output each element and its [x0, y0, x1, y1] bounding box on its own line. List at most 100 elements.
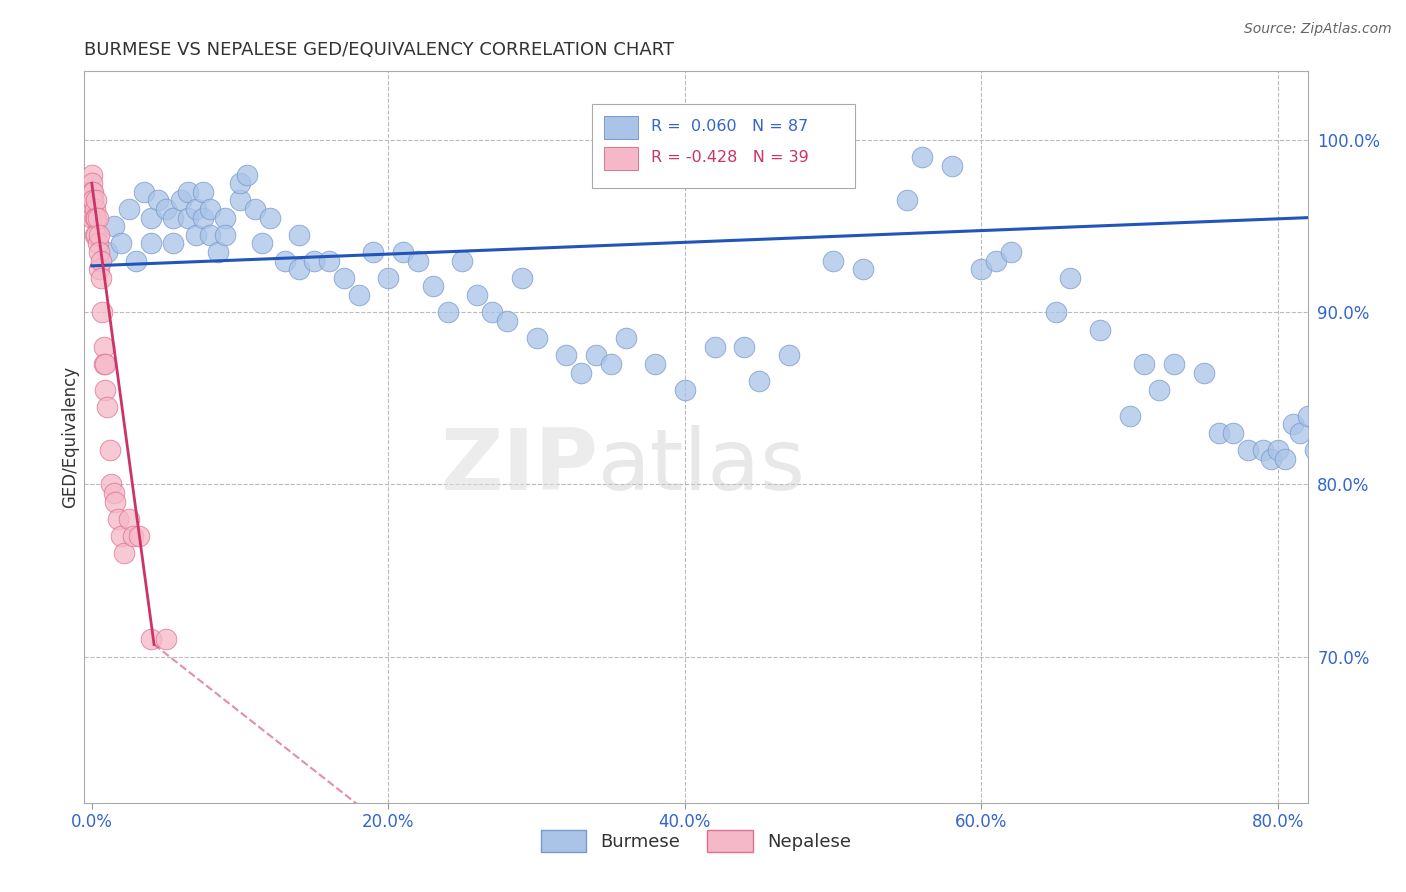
- Point: [132, 185, 155, 199]
- Point: [363, 245, 385, 260]
- Point: [941, 159, 963, 173]
- Point: [118, 202, 141, 216]
- Point: [84, 211, 107, 225]
- Point: [599, 357, 621, 371]
- Point: [302, 253, 325, 268]
- Point: [911, 150, 934, 164]
- Point: [1000, 245, 1022, 260]
- Point: [94, 357, 117, 371]
- Point: [110, 236, 132, 251]
- Point: [139, 632, 162, 647]
- Point: [207, 245, 229, 260]
- Point: [333, 271, 356, 285]
- Point: [170, 194, 193, 208]
- Point: [80, 202, 103, 216]
- Point: [200, 202, 222, 216]
- Point: [162, 236, 184, 251]
- Point: [1289, 425, 1312, 440]
- Point: [214, 227, 236, 242]
- Point: [1045, 305, 1067, 319]
- Point: [91, 305, 114, 319]
- Point: [155, 202, 177, 216]
- Y-axis label: GED/Equivalency: GED/Equivalency: [60, 366, 79, 508]
- Point: [155, 632, 177, 647]
- Point: [84, 194, 107, 208]
- Point: [273, 253, 295, 268]
- Point: [83, 202, 105, 216]
- Point: [80, 185, 103, 199]
- Point: [1267, 442, 1289, 457]
- Point: [103, 486, 125, 500]
- Point: [970, 262, 993, 277]
- FancyBboxPatch shape: [592, 104, 855, 188]
- Point: [94, 383, 117, 397]
- Point: [139, 211, 162, 225]
- Point: [585, 348, 607, 362]
- Point: [347, 288, 370, 302]
- Point: [96, 245, 118, 260]
- Point: [673, 383, 696, 397]
- Point: [1208, 425, 1230, 440]
- Point: [110, 529, 132, 543]
- Point: [1222, 425, 1244, 440]
- Point: [83, 211, 105, 225]
- Point: [1133, 357, 1156, 371]
- Text: R =  0.060   N = 87: R = 0.060 N = 87: [651, 119, 808, 134]
- Point: [1059, 271, 1081, 285]
- Point: [510, 271, 533, 285]
- Point: [1260, 451, 1282, 466]
- Point: [100, 477, 122, 491]
- FancyBboxPatch shape: [605, 146, 638, 170]
- Point: [125, 253, 148, 268]
- Point: [93, 340, 115, 354]
- Text: ZIP: ZIP: [440, 425, 598, 508]
- Point: [122, 529, 145, 543]
- Point: [139, 236, 162, 251]
- Point: [1088, 322, 1111, 336]
- Point: [90, 253, 112, 268]
- Point: [703, 340, 725, 354]
- Point: [128, 529, 150, 543]
- Text: Source: ZipAtlas.com: Source: ZipAtlas.com: [1244, 22, 1392, 37]
- Point: [89, 227, 111, 242]
- Text: atlas: atlas: [598, 425, 806, 508]
- Point: [288, 262, 311, 277]
- Point: [82, 194, 104, 208]
- Point: [103, 219, 125, 234]
- Point: [1163, 357, 1185, 371]
- Text: R = -0.428   N = 39: R = -0.428 N = 39: [651, 150, 808, 165]
- Point: [1237, 442, 1260, 457]
- Point: [481, 305, 503, 319]
- Point: [644, 357, 666, 371]
- Point: [318, 253, 340, 268]
- Text: BURMESE VS NEPALESE GED/EQUIVALENCY CORRELATION CHART: BURMESE VS NEPALESE GED/EQUIVALENCY CORR…: [84, 41, 675, 59]
- Point: [748, 374, 770, 388]
- Point: [90, 271, 112, 285]
- Point: [89, 245, 111, 260]
- Point: [406, 253, 429, 268]
- Point: [104, 494, 127, 508]
- Point: [177, 211, 200, 225]
- Point: [83, 227, 105, 242]
- Point: [86, 236, 108, 251]
- Point: [288, 227, 311, 242]
- Point: [82, 185, 104, 199]
- Point: [229, 194, 252, 208]
- Point: [451, 253, 474, 268]
- Point: [1281, 417, 1303, 432]
- Point: [107, 512, 129, 526]
- Point: [555, 348, 578, 362]
- Legend: Burmese, Nepalese: Burmese, Nepalese: [534, 823, 858, 860]
- Point: [377, 271, 399, 285]
- Point: [214, 211, 236, 225]
- Point: [1274, 451, 1296, 466]
- Point: [184, 202, 207, 216]
- Point: [1149, 383, 1171, 397]
- Point: [118, 512, 141, 526]
- Point: [177, 185, 200, 199]
- Point: [162, 211, 184, 225]
- Point: [852, 262, 875, 277]
- Point: [896, 194, 918, 208]
- Point: [465, 288, 488, 302]
- Point: [1118, 409, 1140, 423]
